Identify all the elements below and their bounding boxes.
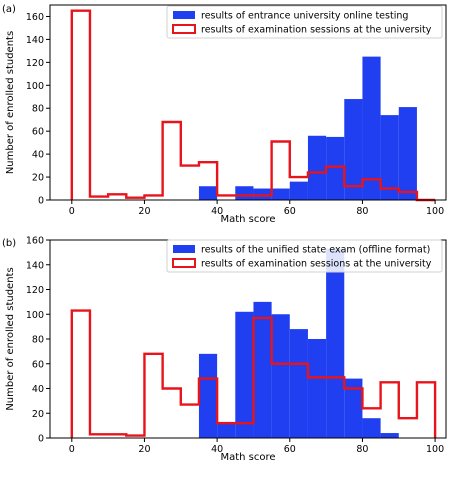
x-tick-label: 100 [426,444,444,455]
x-tick-label: 0 [69,206,75,217]
y-tick-label: 80 [32,104,44,115]
y-tick-label: 40 [32,150,44,161]
x-axis-label: Math score [220,452,275,463]
panel-label: (b) [2,238,16,249]
step-histogram-line [70,309,437,438]
y-tick-label: 160 [26,236,44,247]
y-tick-label: 20 [32,409,44,420]
x-axis-label: Math score [220,214,275,225]
legend-box [166,5,443,39]
x-tick-label: 40 [211,444,223,455]
histogram-bar [271,188,290,200]
x-tick-label: 60 [284,444,296,455]
panel-b: 0 20 40 60 80 100 0 20 40 60 80 100 120 140 160 Math sc… [2,236,447,463]
x-tick-label: 80 [356,444,368,455]
y-axis-label: Number of enrolled students [5,31,16,174]
panel-label: (a) [2,4,16,15]
x-tick-label: 60 [284,206,296,217]
legend-swatch-filled [173,245,195,253]
x-tick-label: 40 [211,206,223,217]
y-tick-label: 140 [26,260,44,271]
y-tick-label: 80 [32,335,44,346]
histogram-bar [235,186,254,200]
legend-swatch-step [172,258,196,268]
y-axis-label: Number of enrolled students [5,267,16,410]
x-tick-label: 20 [138,444,150,455]
histogram-bar [362,418,381,438]
plot-frame [49,4,447,201]
x-tick-label: 20 [138,206,150,217]
histogram-bar [217,421,236,438]
y-tick-label: 140 [26,35,44,46]
histogram-bar [289,329,308,438]
histogram-bar [344,378,363,438]
histogram-bar [326,136,345,200]
x-tick-label: 100 [426,206,444,217]
histogram-bar [307,135,327,200]
histogram-bar [380,115,399,200]
legend-label: results of the unified state exam (offli… [201,245,430,256]
panel-a: 0 20 40 60 80 100 0 20 40 60 80 100 120 140 160 Math sc… [2,4,447,225]
y-tick-label: 160 [26,12,44,23]
histogram-bar [289,181,308,200]
y-tick-label: 20 [32,173,44,184]
histogram-bar [362,56,381,200]
histogram-bar [253,301,272,438]
x-tick-label: 80 [356,206,368,217]
legend-swatch-step [172,24,196,34]
x-tick-label: 0 [69,444,75,455]
y-tick-label: 0 [38,196,44,207]
histogram-bar [198,353,218,438]
legend-box [166,239,443,273]
histogram-bar [235,311,254,438]
y-tick-label: 40 [32,384,44,395]
y-tick-label: 120 [26,58,44,69]
y-tick-label: 60 [32,359,44,370]
histogram-bar [380,433,399,438]
legend-label: results of examination sessions at the u… [201,25,432,36]
histogram-bar [398,107,417,200]
histogram-bar [198,186,218,200]
y-tick-label: 100 [26,81,44,92]
legend-label: results of entrance university online te… [201,11,408,22]
y-tick-label: 100 [26,310,44,321]
y-tick-label: 60 [32,127,44,138]
legend-label: results of examination sessions at the u… [201,259,432,270]
y-tick-label: 0 [38,434,44,445]
histogram-bar [326,248,345,438]
legend-swatch-filled [173,11,195,19]
histogram-bar [344,99,363,200]
step-histogram-line [70,9,436,202]
y-tick-label: 120 [26,285,44,296]
histogram-bar [271,314,290,438]
histogram-bar [307,339,327,438]
